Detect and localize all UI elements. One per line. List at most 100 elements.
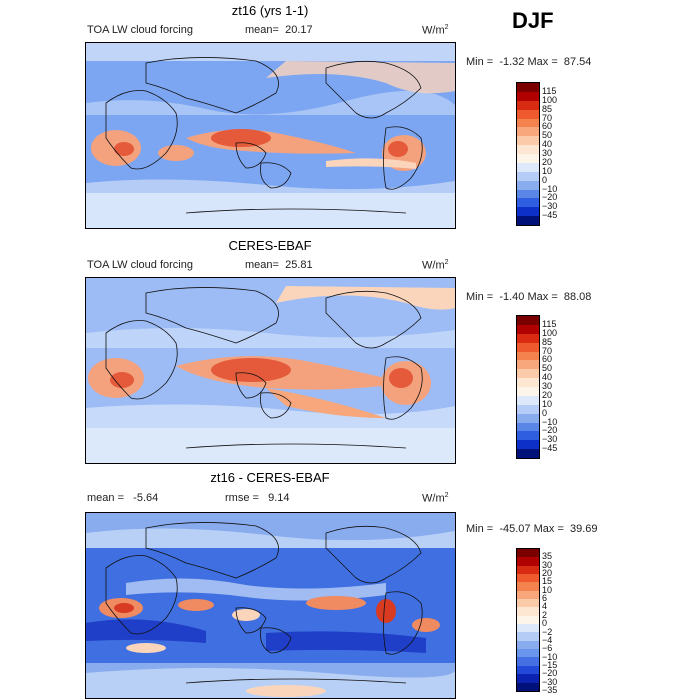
colorbar-swatch: [517, 387, 539, 396]
colorbar-swatch: [517, 316, 539, 325]
colorbar-swatch: [517, 649, 539, 658]
colorbar-tick-label: 100: [542, 94, 558, 105]
colorbar-swatch: [517, 154, 539, 163]
colorbar-tick-label: 30: [542, 148, 553, 158]
colorbar-swatch: [517, 549, 539, 558]
colorbar-swatch: [517, 162, 539, 172]
colorbar-swatch: [517, 632, 539, 641]
panel-3-rmse: rmse = 9.14: [225, 492, 290, 504]
panel-1-min-value: -1.32: [499, 56, 525, 68]
panel-1-title: zt16 (yrs 1-1): [231, 3, 309, 18]
colorbar-tick-label: 10: [542, 584, 553, 595]
panel-2-mean: mean= 25.81: [245, 259, 313, 271]
colorbar-tick-label: −30: [542, 676, 558, 687]
colorbar-swatch: [517, 378, 539, 387]
colorbar-swatch: [517, 171, 539, 181]
colorbar-swatch: [517, 607, 539, 616]
panel-2-minmax: Min = -1.40 Max = 88.08: [466, 291, 592, 303]
colorbar-tick-label: −30: [542, 201, 558, 212]
colorbar-tick-label: 20: [542, 389, 553, 400]
colorbar-swatch: [517, 216, 539, 225]
colorbar-swatch: [517, 136, 539, 146]
colorbar-tick-label: 115: [542, 318, 557, 329]
panel-2-max-value: 88.08: [563, 291, 592, 303]
colorbar-swatch: [517, 624, 539, 633]
panel-2-field-label: TOA LW cloud forcing: [87, 259, 193, 271]
colorbar-tick-label: 6: [542, 593, 548, 604]
colorbar-swatch: [517, 198, 539, 208]
panel-3-rmse-value: 9.14: [268, 492, 290, 504]
colorbar-swatch: [517, 145, 539, 154]
colorbar-tick-label: 85: [542, 336, 553, 347]
panel-3-mean: mean = -5.64: [87, 492, 158, 504]
panel-3-map-svg: [86, 513, 455, 698]
panel-3-mean-label: mean =: [87, 492, 124, 504]
colorbar-tick-label: 115: [542, 85, 557, 96]
colorbar-swatch: [517, 369, 539, 379]
colorbar-tick-label: 40: [542, 372, 553, 383]
panel-1-minmax: Min = -1.32 Max = 87.54: [466, 56, 592, 68]
colorbar-swatch: [517, 189, 539, 199]
colorbar-tick-label: −10: [542, 651, 558, 662]
panel-3-map: [85, 512, 456, 699]
colorbar-tick-label: 30: [542, 381, 553, 391]
colorbar-tick-label: 70: [542, 345, 553, 356]
panel-1-mean-label: mean=: [245, 24, 279, 36]
colorbar-tick-label: 30: [542, 559, 553, 570]
panel-3-colorbar: [516, 548, 540, 692]
colorbar-swatch: [517, 324, 539, 334]
colorbar-tick-label: 4: [542, 601, 548, 612]
panel-1-units: W/m2: [422, 24, 449, 37]
colorbar-swatch: [517, 127, 539, 137]
colorbar-tick-label: 0: [542, 618, 548, 629]
colorbar-swatch: [517, 118, 539, 128]
panel-3-min-value: -45.07: [499, 523, 531, 535]
colorbar-tick-label: 20: [542, 156, 553, 167]
colorbar-tick-label: −35: [542, 685, 558, 695]
colorbar-tick-label: −10: [542, 183, 558, 194]
colorbar-tick-label: 60: [542, 354, 553, 365]
colorbar-swatch: [517, 360, 539, 370]
colorbar-tick-label: −15: [542, 659, 558, 670]
panel-3-mean-value: -5.64: [133, 492, 159, 504]
panel-3-minmax: Min = -45.07 Max = 39.69: [466, 523, 598, 535]
panel-3-max-value: 39.69: [570, 523, 598, 535]
panel-1-mean-value: 20.17: [285, 24, 313, 36]
colorbar-swatch: [517, 682, 539, 691]
panel-2-min-value: -1.40: [499, 291, 525, 303]
colorbar-tick-label: 60: [542, 121, 553, 132]
colorbar-swatch: [517, 431, 539, 441]
colorbar-tick-label: −20: [542, 425, 558, 436]
colorbar-tick-label: −10: [542, 416, 558, 427]
colorbar-swatch: [517, 582, 539, 591]
colorbar-swatch: [517, 449, 539, 458]
colorbar-swatch: [517, 674, 539, 683]
colorbar-tick-label: −45: [542, 443, 558, 454]
colorbar-tick-label: 100: [542, 327, 558, 338]
panel-2-mean-value: 25.81: [285, 259, 313, 271]
colorbar-swatch: [517, 91, 539, 101]
panel-2-units: W/m2: [422, 259, 449, 272]
colorbar-tick-label: 15: [542, 576, 553, 587]
colorbar-tick-label: 0: [542, 174, 548, 185]
colorbar-tick-label: 20: [542, 568, 553, 579]
colorbar-tick-label: −2: [542, 626, 553, 637]
colorbar-tick-label: −6: [542, 643, 553, 654]
colorbar-tick-label: 35: [542, 551, 553, 562]
colorbar-swatch: [517, 422, 539, 432]
colorbar-tick-label: 85: [542, 103, 553, 114]
colorbar-tick-label: 70: [542, 112, 553, 123]
colorbar-swatch: [517, 665, 539, 675]
panel-3-rmse-label: rmse =: [225, 492, 259, 504]
colorbar-swatch: [517, 590, 539, 600]
colorbar-tick-label: 10: [542, 165, 553, 176]
colorbar-swatch: [517, 100, 539, 110]
panel-1-mean: mean= 20.17: [245, 24, 313, 36]
colorbar-tick-label: −4: [542, 634, 553, 645]
colorbar-swatch: [517, 395, 539, 405]
panel-2-map: [85, 277, 456, 464]
panel-3-units: W/m2: [422, 492, 449, 505]
colorbar-tick-label: 50: [542, 130, 553, 141]
colorbar-swatch: [517, 557, 539, 566]
colorbar-swatch: [517, 109, 539, 119]
